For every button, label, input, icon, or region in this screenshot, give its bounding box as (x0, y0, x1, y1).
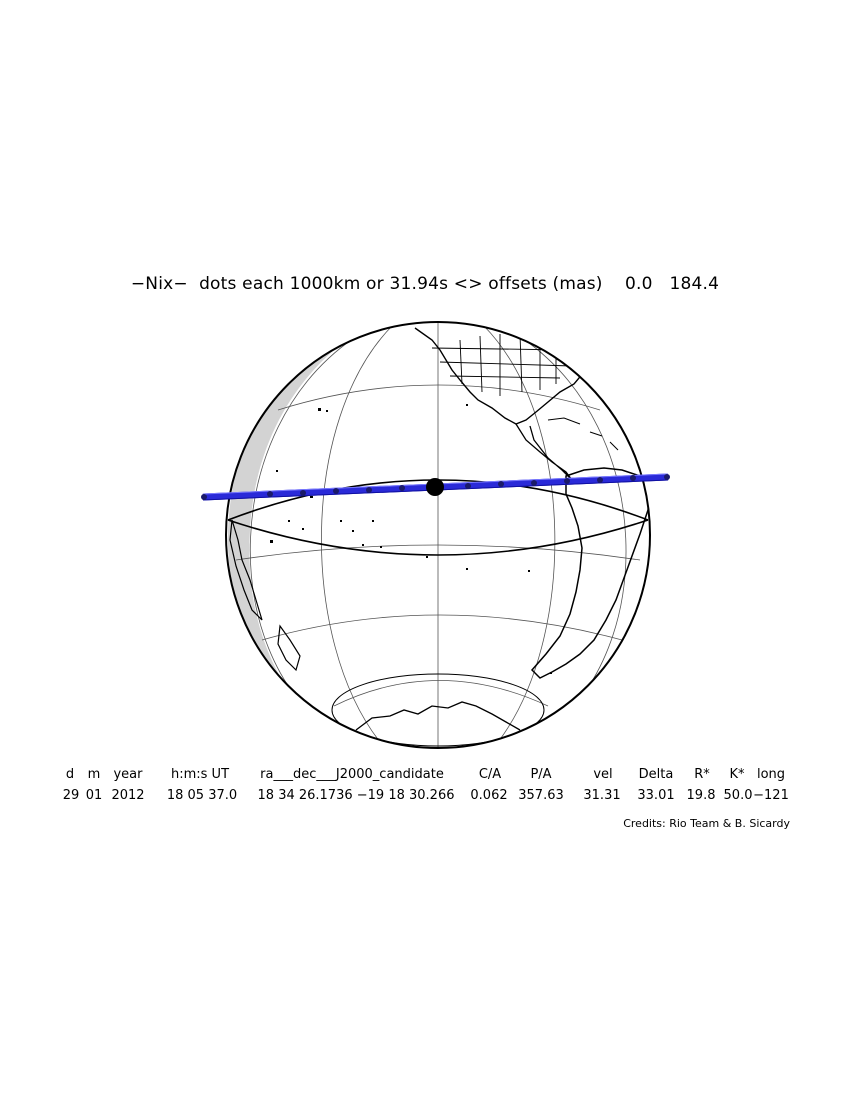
state-borders (431, 333, 573, 396)
header-ca: C/A (478, 767, 502, 782)
path-dot (366, 487, 372, 493)
value-k-star: 50.0 (723, 788, 753, 803)
value-year: 2012 (111, 788, 145, 803)
path-dot (465, 483, 471, 489)
value-coordinates: 18 34 26.1736 −19 18 30.266 (257, 788, 455, 803)
header-r-star: R* (694, 767, 710, 782)
path-dot (201, 494, 207, 500)
path-dot (564, 478, 570, 484)
antarctic-circle (331, 673, 545, 747)
path-dot (267, 491, 273, 497)
title-text: dots each 1000km or 31.94s <> offsets (m… (199, 274, 603, 294)
header-time: h:m:s UT (170, 767, 230, 782)
coastline-australia-limb (229, 519, 263, 621)
pacific-islands (270, 404, 552, 674)
path-dot (531, 480, 537, 486)
header-vel: vel (593, 767, 613, 782)
value-day: 29 (62, 788, 80, 803)
coastline-antarctica (355, 701, 521, 731)
value-time: 18 05 37.0 (166, 788, 238, 803)
header-pa: P/A (530, 767, 552, 782)
value-r-star: 19.8 (686, 788, 716, 803)
globe-svg (201, 321, 670, 749)
header-long: long (756, 767, 786, 782)
path-dot (664, 474, 670, 480)
header-k-star: K* (729, 767, 745, 782)
header-year: year (113, 767, 143, 782)
shadow-band-ellipse-lower (227, 519, 649, 556)
plot-title: −Nix− dots each 1000km or 31.94s <> offs… (0, 274, 850, 294)
header-coordinates: ra___dec___J2000_candidate (260, 767, 444, 782)
header-month: m (87, 767, 101, 782)
path-dot (498, 481, 504, 487)
credits-text: Credits: Rio Team & B. Sicardy (623, 817, 790, 830)
offset-ra: 0.0 (625, 274, 653, 294)
value-month: 01 (85, 788, 103, 803)
shadow-path-dots (201, 474, 670, 500)
value-delta: 33.01 (637, 788, 675, 803)
value-ca: 0.062 (470, 788, 508, 803)
globe-map (190, 315, 680, 755)
offset-dec: 184.4 (669, 274, 720, 294)
header-day: d (65, 767, 75, 782)
path-dot (399, 485, 405, 491)
header-delta: Delta (638, 767, 674, 782)
coastline-central-america (515, 423, 573, 481)
path-dot (597, 477, 603, 483)
path-dot (630, 475, 636, 481)
value-long: −121 (753, 788, 789, 803)
night-side-shading (227, 330, 352, 720)
globe-outline (225, 321, 651, 749)
value-pa: 357.63 (518, 788, 564, 803)
value-vel: 31.31 (583, 788, 621, 803)
path-dot (300, 490, 306, 496)
path-dot (333, 488, 339, 494)
coastline-caribbean (547, 417, 619, 451)
closest-approach-marker (426, 478, 444, 496)
object-name: −Nix− (130, 274, 188, 294)
coastline-new-zealand (277, 624, 301, 672)
